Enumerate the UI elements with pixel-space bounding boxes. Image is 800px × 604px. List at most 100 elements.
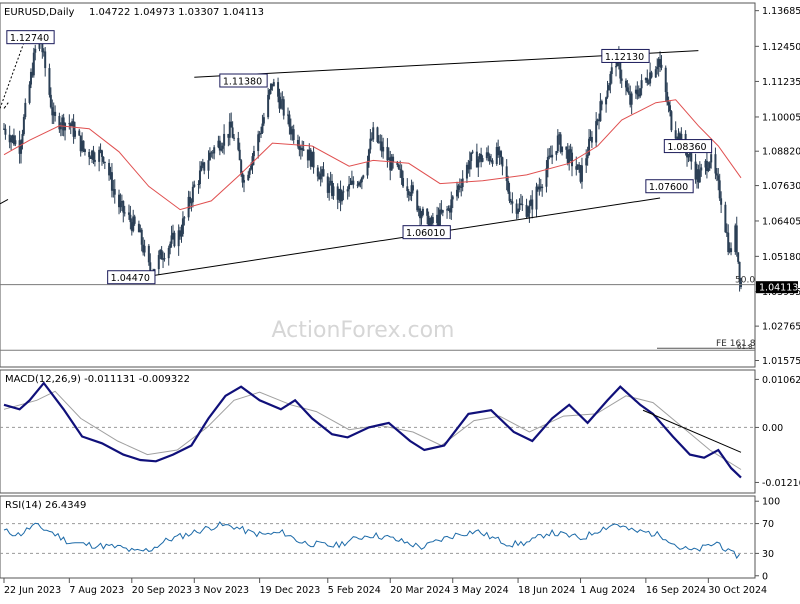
- price-candle-body: [213, 147, 216, 154]
- price-candle-body: [372, 127, 375, 140]
- x-axis-label: 5 Feb 2024: [328, 585, 381, 596]
- price-annotation-label: 1.06010: [406, 228, 445, 239]
- price-candle-body: [342, 191, 345, 193]
- price-candle-body: [118, 194, 121, 208]
- price-candle-body: [586, 154, 589, 159]
- price-candle-body: [491, 160, 494, 165]
- price-candle-body: [61, 117, 64, 127]
- price-candle-body: [480, 153, 483, 162]
- price-candle-body: [455, 189, 458, 197]
- price-candle-body: [88, 151, 91, 158]
- fib-61-label: 61.8: [737, 343, 753, 351]
- price-candle-body: [193, 184, 196, 187]
- price-candle-body: [421, 208, 424, 215]
- price-candle-body: [237, 137, 240, 150]
- price-candle-body: [190, 202, 193, 204]
- macd-axis-label: 0.01062: [762, 375, 800, 386]
- price-candle-body: [717, 175, 720, 181]
- price-candle-body: [93, 159, 96, 162]
- price-candle-body: [20, 143, 23, 154]
- price-candle-body: [22, 117, 25, 135]
- price-panel-frame: [0, 2, 756, 368]
- price-candle-body: [281, 99, 284, 101]
- price-candle-body: [507, 181, 510, 192]
- price-annotation-label: 1.04470: [111, 273, 150, 284]
- price-candle-body: [737, 252, 740, 262]
- watermark-text: ActionForex.com: [272, 318, 455, 343]
- price-candle-body: [260, 132, 263, 134]
- price-candle-body: [130, 222, 133, 231]
- price-candle-body: [380, 141, 383, 152]
- price-trendline-dotted: [0, 34, 28, 109]
- last-price-label: 1.04113: [759, 283, 798, 294]
- x-axis-label: 1 Aug 2024: [581, 585, 636, 596]
- price-candle-body: [257, 134, 260, 152]
- price-candle-body: [34, 48, 37, 53]
- price-candle-body: [370, 138, 373, 140]
- price-candle-body: [505, 166, 508, 182]
- price-candle-body: [376, 127, 379, 142]
- price-candle-body: [302, 149, 305, 151]
- price-candle-body: [440, 209, 443, 213]
- price-candle-body: [667, 102, 670, 106]
- price-candle-body: [402, 178, 405, 187]
- price-candle-body: [588, 138, 591, 155]
- price-candle-body: [277, 82, 280, 97]
- price-candle-body: [78, 130, 81, 136]
- price-candle-body: [495, 146, 498, 165]
- price-annotation-box: [601, 48, 650, 63]
- price-candle-body: [478, 153, 481, 160]
- price-candle-body: [725, 232, 728, 234]
- price-candle-body: [585, 158, 588, 166]
- price-candle-body: [379, 141, 382, 143]
- x-axis-label: 16 Sep 2024: [646, 585, 706, 596]
- price-candle-body: [407, 191, 410, 196]
- price-candle-body: [596, 119, 599, 122]
- price-candle-body: [92, 150, 95, 160]
- price-candle-body: [475, 151, 478, 168]
- price-candle-body: [198, 170, 201, 184]
- price-candle-body: [409, 195, 412, 197]
- price-candle-body: [288, 114, 291, 127]
- price-candle-body: [565, 146, 568, 150]
- price-candle-body: [710, 154, 713, 163]
- price-candle-body: [460, 186, 463, 188]
- price-candle-body: [548, 155, 551, 157]
- price-candle-body: [734, 225, 737, 253]
- price-candle-body: [59, 126, 62, 130]
- price-candle-body: [426, 208, 429, 216]
- price-candle-body: [610, 67, 613, 75]
- price-candle-body: [279, 100, 282, 109]
- price-candle-body: [575, 166, 578, 170]
- x-axis-label: 30 Oct 2024: [708, 585, 767, 596]
- price-candle-body: [208, 152, 211, 161]
- price-candle-body: [637, 94, 640, 97]
- price-candle-body: [606, 90, 609, 98]
- price-candle-body: [366, 161, 369, 176]
- price-candle-body: [44, 51, 47, 69]
- macd-axis-label: 0.00: [762, 423, 783, 434]
- price-candle-body: [143, 245, 146, 253]
- price-candle-body: [541, 186, 544, 189]
- price-candle-body: [461, 178, 464, 188]
- price-plot: 50.0 FE 161.861.8 1.12740 1.11380 1.12130 1.0…: [0, 30, 756, 351]
- price-candle-body: [218, 140, 221, 151]
- axes: 1.13685 1.12450 1.11235 1.10005 1.08820 1.076…: [3, 6, 800, 596]
- price-candle-body: [91, 150, 94, 159]
- price-candle-body: [730, 248, 733, 253]
- price-annotation-box: [645, 179, 694, 194]
- price-candle-body: [597, 119, 600, 122]
- price-candle-body: [242, 180, 245, 183]
- price-candle-body: [71, 121, 74, 127]
- price-candle-body: [555, 151, 558, 155]
- price-candle-body: [201, 162, 204, 166]
- price-candle-body: [163, 258, 166, 260]
- price-axis-label: 1.11235: [762, 77, 800, 88]
- price-candle-body: [319, 173, 322, 180]
- price-trendline-stub: [0, 199, 9, 205]
- price-candle-body: [292, 129, 295, 140]
- price-candle-body: [487, 152, 490, 156]
- price-candle-body: [289, 126, 292, 135]
- price-candle-body: [318, 176, 321, 180]
